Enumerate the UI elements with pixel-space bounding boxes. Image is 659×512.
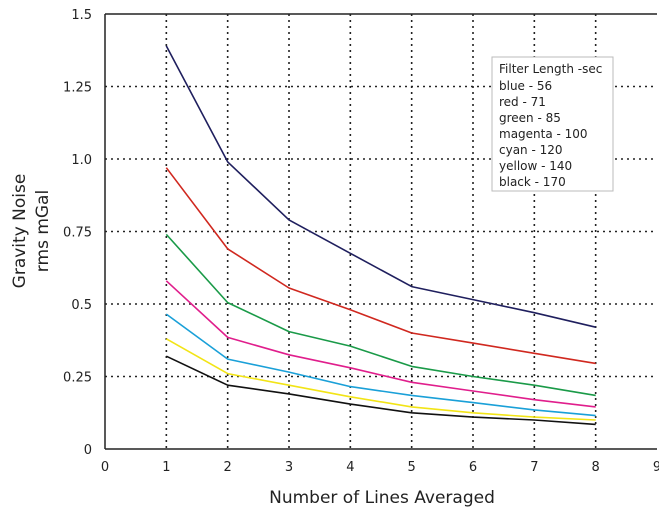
y-tick-label: 0 [84, 443, 92, 458]
legend-entry-cyan: cyan - 120 [499, 143, 563, 157]
legend-box [491, 56, 614, 192]
x-tick-label: 7 [530, 460, 538, 475]
y-axis-label-line2: rms mGal [33, 190, 53, 272]
x-tick-label: 2 [224, 460, 232, 475]
series-line [165, 45, 596, 328]
legend: Filter Length -sec blue - 56 red - 71 gr… [491, 56, 614, 192]
legend-entry-black: black - 170 [499, 175, 566, 189]
x-tick-label: 9 [653, 460, 659, 475]
legend-entry-green: green - 85 [499, 111, 561, 125]
x-tick-label: 6 [469, 460, 477, 475]
axes [104, 13, 657, 450]
x-tick-label: 8 [592, 460, 600, 475]
tick-labels: 0 1 2 3 4 5 6 7 8 9 0 0.25 0.5 0.75 1.0 1.25 1.5 [63, 8, 659, 475]
legend-entry-magenta: magenta - 100 [499, 127, 588, 141]
series-line [165, 167, 596, 365]
series-line [165, 355, 596, 426]
x-axis-label: Number of Lines Averaged [269, 488, 495, 508]
series-lines [165, 45, 596, 426]
series-line [165, 338, 596, 421]
y-axis-label-line1: Gravity Noise [10, 174, 30, 289]
legend-entry-yellow: yellow - 140 [499, 159, 572, 173]
series-line [165, 233, 596, 397]
y-tick-label: 0.25 [63, 371, 92, 386]
x-tick-label: 3 [285, 460, 293, 475]
y-tick-label: 0.75 [63, 226, 92, 241]
y-tick-label: 1.0 [71, 153, 92, 168]
x-tick-label: 1 [162, 460, 170, 475]
legend-entry-blue: blue - 56 [499, 79, 552, 93]
y-tick-label: 0.5 [71, 298, 92, 313]
legend-title: Filter Length -sec [499, 62, 602, 76]
legend-entry-red: red - 71 [499, 95, 546, 109]
x-tick-label: 4 [346, 460, 354, 475]
y-tick-label: 1.5 [71, 8, 92, 23]
x-tick-label: 0 [101, 460, 109, 475]
y-tick-label: 1.25 [63, 81, 92, 96]
grid-lines [105, 14, 657, 449]
x-tick-label: 5 [408, 460, 416, 475]
series-line [165, 313, 596, 417]
series-line [165, 280, 596, 408]
